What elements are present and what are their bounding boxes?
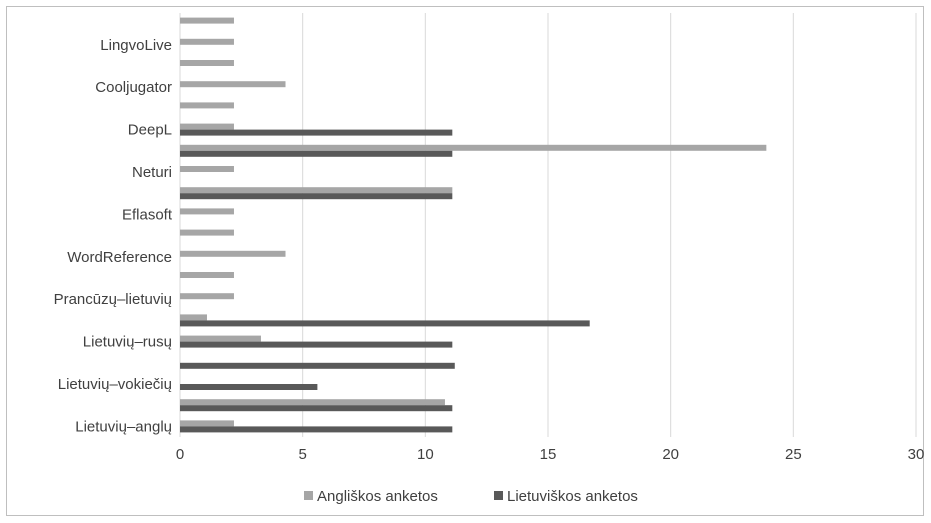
category-label: LingvoLive	[100, 37, 172, 54]
x-tick-labels: 0 5 10 15 20 25 30	[176, 446, 925, 463]
bar-lietuviskos-3	[180, 362, 455, 369]
category-labels: Lietuvių–anglų Lietuvių–vokiečių Lietuvių–…	[54, 37, 173, 436]
legend: Angliškos anketos Lietuviškos anketos	[304, 488, 638, 505]
x-tick-label: 10	[417, 446, 434, 463]
category-label: WordReference	[67, 249, 172, 266]
chart-frame: Lietuvių–anglų Lietuvių–vokiečių Lietuvių–…	[6, 6, 924, 516]
bar-angliskos-11	[180, 187, 453, 194]
bar-angliskos-18	[180, 38, 234, 45]
bar-angliskos-9	[180, 229, 234, 236]
bar-angliskos-17	[180, 60, 234, 66]
x-tick-label: 0	[176, 446, 184, 463]
bar-angliskos-14	[180, 123, 234, 130]
bar-angliskos-16	[180, 81, 286, 88]
x-tick-label: 30	[908, 446, 925, 463]
bars	[180, 17, 767, 433]
bar-angliskos-5	[180, 314, 207, 321]
bar-lietuviskos-11	[180, 193, 453, 200]
bar-angliskos-0	[180, 420, 234, 427]
bar-chart: Lietuvių–anglų Lietuvių–vokiečių Lietuvių–…	[54, 13, 925, 505]
x-tick-label: 25	[785, 446, 802, 463]
category-label: DeepL	[128, 122, 172, 139]
category-label: Lietuvių–anglų	[75, 418, 172, 435]
bar-angliskos-6	[180, 293, 234, 300]
bar-lietuviskos-0	[180, 426, 453, 433]
legend-label-angliskos: Angliškos anketos	[317, 488, 438, 505]
bar-angliskos-1	[180, 399, 445, 406]
category-label: Lietuvių–vokiečių	[58, 376, 172, 393]
category-label: Lietuvių–rusų	[83, 334, 172, 351]
bar-angliskos-10	[180, 208, 234, 215]
bar-angliskos-19	[180, 17, 234, 24]
category-label: Prancūzų–lietuvių	[54, 291, 172, 308]
bar-angliskos-15	[180, 102, 234, 109]
bar-angliskos-8	[180, 250, 286, 257]
bar-lietuviskos-1	[180, 405, 453, 412]
gridlines	[179, 13, 917, 437]
bar-angliskos-4	[180, 335, 261, 342]
bar-lietuviskos-5	[180, 320, 590, 327]
bar-lietuviskos-13	[180, 150, 453, 157]
x-tick-label: 15	[540, 446, 557, 463]
bar-lietuviskos-2	[180, 384, 318, 390]
bar-angliskos-12	[180, 166, 234, 172]
bar-angliskos-7	[180, 272, 234, 278]
category-label: Eflasoft	[122, 206, 173, 223]
legend-swatch-angliskos	[304, 491, 313, 500]
x-tick-label: 20	[662, 446, 679, 463]
bar-lietuviskos-14	[180, 129, 453, 136]
bar-lietuviskos-4	[180, 341, 453, 348]
category-label: Cooljugator	[95, 79, 172, 96]
legend-label-lietuviskos: Lietuviškos anketos	[507, 488, 638, 505]
category-label: Neturi	[132, 164, 172, 181]
legend-swatch-lietuviskos	[494, 491, 503, 500]
x-tick-label: 5	[298, 446, 306, 463]
bar-angliskos-13	[180, 144, 767, 151]
